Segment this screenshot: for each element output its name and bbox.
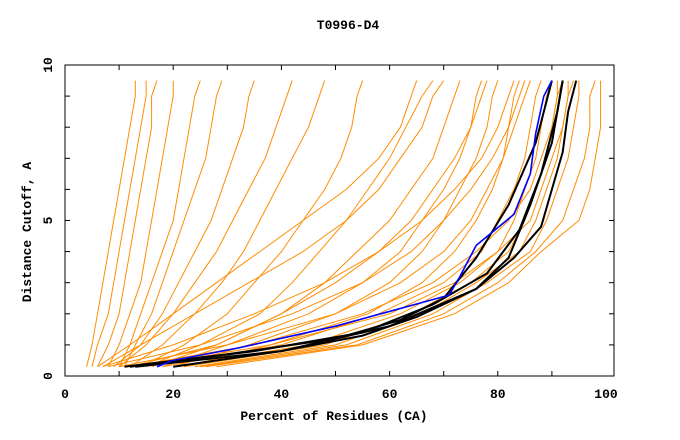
- orange-model-line-7: [113, 80, 255, 368]
- y-tick-label: 5: [41, 216, 56, 224]
- blue-model-line: [156, 80, 553, 368]
- orange-model-line-12: [151, 80, 461, 368]
- x-tick-label: 20: [165, 387, 181, 402]
- y-tick-label: 0: [41, 372, 56, 380]
- plot-frame: [64, 64, 615, 377]
- orange-model-line-29: [97, 80, 418, 368]
- orange-model-line-4: [107, 80, 174, 367]
- orange-model-line-20: [200, 80, 580, 368]
- orange-model-line-3: [97, 80, 158, 367]
- orange-model-line-22: [216, 80, 602, 368]
- orange-model-line-9: [129, 80, 326, 368]
- orange-model-line-25: [119, 80, 531, 368]
- orange-model-line-27: [102, 80, 515, 368]
- orange-model-line-6: [124, 80, 223, 367]
- axes-layer: 0 20 40 60 80 100 0 5 10: [41, 57, 618, 402]
- x-tick-label: 0: [61, 387, 69, 402]
- x-tick-label: 100: [594, 387, 618, 402]
- orange-model-line-13: [162, 80, 483, 368]
- orange-model-line-2: [91, 80, 147, 367]
- orange-model-line-21: [205, 80, 596, 368]
- orange-model-line-17: [173, 80, 553, 368]
- x-tick-label: 40: [274, 387, 290, 402]
- orange-model-line-16: [162, 80, 542, 368]
- chart-title: T0996-D4: [317, 18, 380, 33]
- orange-model-line-8: [118, 80, 293, 368]
- orange-model-line-1: [86, 80, 136, 367]
- series-layer: [86, 80, 602, 368]
- x-axis-label: Percent of Residues (CA): [240, 409, 427, 424]
- black-model-line-3: [129, 80, 564, 368]
- orange-model-line-28: [129, 80, 488, 368]
- orange-model-line-24: [140, 80, 574, 368]
- x-tick-label: 60: [382, 387, 398, 402]
- y-axis-label: Distance Cutoff, A: [20, 162, 35, 303]
- black-model-line-4: [135, 80, 578, 368]
- orange-model-line-30: [102, 80, 445, 368]
- orange-model-line-23: [129, 80, 564, 368]
- x-tick-label: 80: [490, 387, 506, 402]
- orange-model-line-5: [118, 80, 201, 367]
- orange-model-line-26: [108, 80, 526, 368]
- orange-model-line-15: [183, 80, 520, 368]
- y-tick-label: 10: [41, 57, 56, 73]
- black-model-line-2: [173, 80, 564, 368]
